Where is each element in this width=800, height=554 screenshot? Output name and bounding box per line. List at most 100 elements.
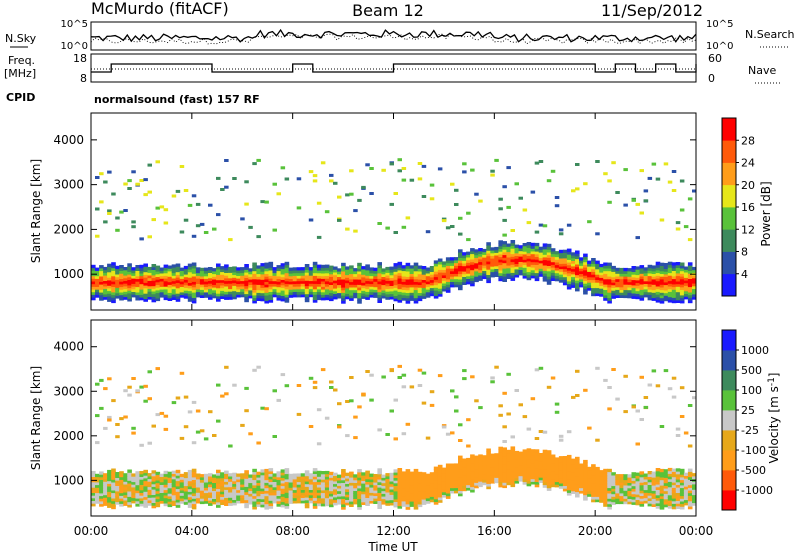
power-cell — [647, 291, 653, 295]
power-cell — [627, 276, 632, 280]
power-cell — [345, 296, 350, 300]
velocity-cell — [417, 479, 423, 484]
velocity-cell — [562, 461, 568, 465]
power-cell — [115, 216, 120, 220]
power-cell — [175, 263, 181, 267]
power-cell — [320, 297, 326, 301]
power-cell — [119, 291, 124, 296]
velocity-cell — [377, 473, 382, 477]
velocity-cell — [248, 487, 253, 492]
velocity-cell — [183, 493, 189, 497]
velocity-cell — [429, 499, 435, 503]
power-cell — [127, 292, 132, 297]
power-cell — [389, 282, 395, 286]
velocity-cell — [304, 489, 310, 493]
velocity-cell — [647, 495, 653, 499]
power-cell — [595, 232, 600, 236]
velocity-cell — [631, 482, 637, 487]
power-cell — [329, 179, 334, 183]
velocity-cell — [627, 479, 632, 483]
velocity-cell — [486, 459, 491, 463]
velocity-cell — [571, 461, 576, 465]
velocity-cell — [651, 493, 657, 497]
velocity-cell — [603, 484, 608, 489]
velocity-cell — [139, 479, 144, 483]
velocity-cell — [607, 484, 612, 489]
power-cell — [437, 167, 443, 171]
velocity-cell — [607, 482, 612, 486]
power-cell — [538, 273, 544, 277]
velocity-cell — [151, 497, 157, 501]
velocity-cell — [599, 483, 604, 487]
power-cell — [304, 298, 310, 303]
power-cell — [482, 262, 487, 266]
velocity-cell — [171, 484, 177, 488]
power-cell — [498, 207, 503, 211]
power-cell — [147, 235, 152, 239]
power-cell — [655, 275, 661, 279]
velocity-cell — [405, 422, 411, 426]
power-cell — [232, 285, 237, 289]
velocity-cell — [131, 497, 136, 501]
velocity-cell — [316, 492, 322, 496]
velocity-cell — [244, 475, 249, 479]
power-cell — [462, 170, 467, 174]
power-cell — [433, 265, 439, 269]
power-cell — [280, 284, 286, 288]
velocity-cell — [437, 496, 443, 501]
velocity-cell — [119, 503, 124, 507]
power-cell — [236, 288, 241, 293]
power-cell — [558, 255, 564, 259]
velocity-cell — [316, 494, 322, 499]
power-cell — [450, 262, 455, 266]
velocity-cell — [599, 488, 604, 493]
power-cell — [575, 271, 580, 276]
power-cell — [127, 271, 132, 275]
velocity-cell — [417, 471, 423, 476]
power-cell — [179, 270, 185, 274]
power-cell — [498, 272, 503, 276]
power-cell — [203, 231, 209, 234]
velocity-cell — [377, 492, 382, 496]
power-cell — [252, 286, 257, 290]
power-cell — [353, 289, 358, 293]
power-cell — [393, 287, 399, 291]
power-cell — [312, 179, 318, 183]
velocity-cell — [675, 479, 681, 483]
power-cell — [518, 266, 524, 270]
power-cell — [562, 255, 568, 259]
velocity-cell — [599, 494, 604, 498]
velocity-cell — [393, 437, 398, 441]
power-cell — [127, 279, 132, 283]
velocity-cell — [502, 460, 507, 465]
power-cell — [635, 269, 641, 273]
power-cell — [502, 251, 507, 256]
velocity-cell — [260, 406, 265, 410]
velocity-cell — [268, 492, 274, 496]
power-cell — [659, 270, 665, 274]
velocity-cell — [619, 495, 624, 499]
velocity-cell — [171, 476, 177, 480]
power-cell — [397, 269, 403, 274]
power-cell — [369, 278, 374, 282]
power-cell — [675, 280, 681, 285]
velocity-cell — [687, 481, 693, 486]
power-cell — [687, 270, 693, 274]
power-cell — [587, 271, 592, 275]
power-cell — [635, 290, 641, 294]
velocity-cell — [107, 377, 112, 381]
power-cell — [292, 286, 298, 290]
velocity-cell — [341, 477, 346, 481]
power-cell — [466, 273, 471, 277]
velocity-cell — [341, 487, 346, 491]
velocity-cell — [127, 488, 132, 492]
velocity-cell — [595, 498, 600, 503]
velocity-cell — [300, 476, 306, 480]
power-cell — [341, 276, 346, 280]
power-cell — [208, 283, 213, 287]
power-cell — [587, 265, 592, 270]
velocity-cell — [208, 478, 213, 482]
power-cell — [502, 185, 507, 189]
power-cell — [312, 283, 318, 287]
power-cell — [288, 270, 294, 274]
